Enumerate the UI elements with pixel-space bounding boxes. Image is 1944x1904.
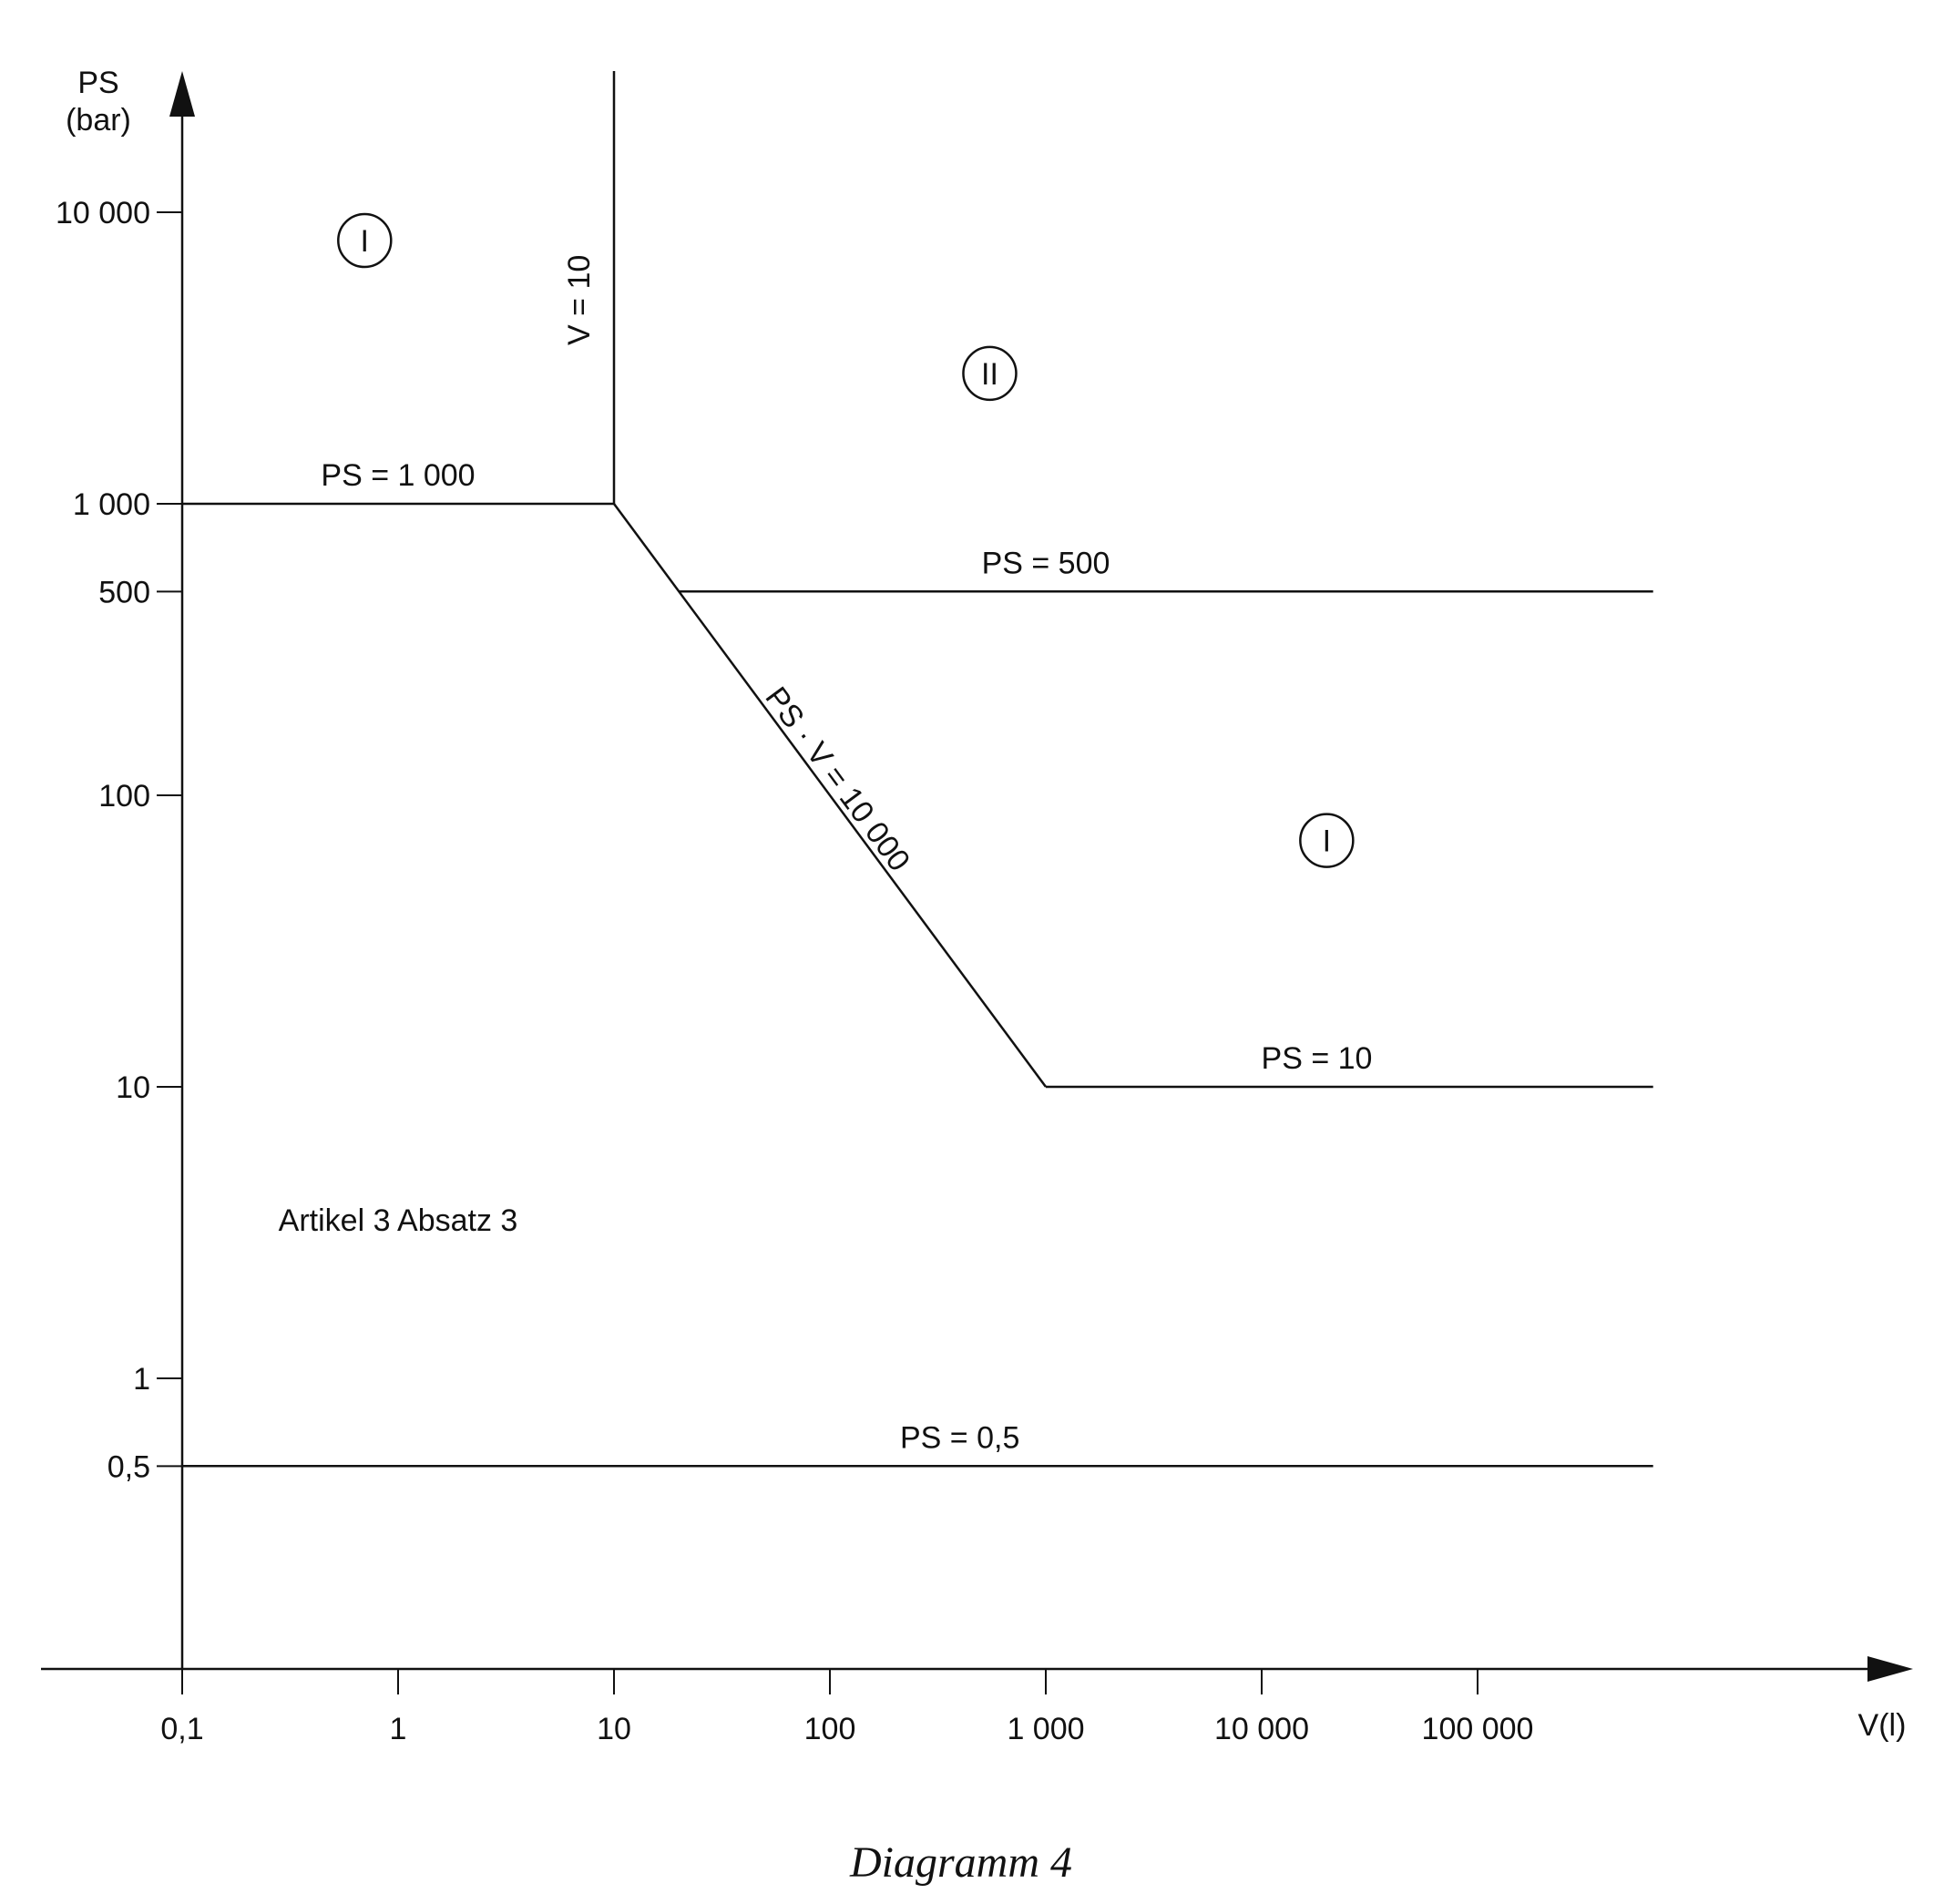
x-tick-label: 10 000 [1214, 1712, 1309, 1746]
x-tick-label: 100 000 [1422, 1712, 1534, 1746]
y-tick-label: 0,5 [107, 1449, 150, 1484]
series-label: PS = 0,5 [900, 1420, 1019, 1455]
annotation-text: Artikel 3 Absatz 3 [279, 1203, 518, 1238]
region-marker: I [1299, 813, 1355, 868]
series-label: PS = 1 000 [321, 458, 475, 493]
y-axis-title-line1: PS [77, 66, 118, 100]
x-axis-title: V(l) [1858, 1708, 1907, 1743]
region-label: II [981, 357, 998, 392]
series-label: PS · V = 10 000 [758, 681, 916, 877]
region-marker: I [337, 212, 393, 269]
x-axis-arrow [1867, 1656, 1913, 1682]
series-label: PS = 10 [1262, 1041, 1373, 1076]
series-line [612, 503, 1048, 1088]
y-tick-label: 10 000 [56, 196, 150, 230]
region-marker: II [962, 345, 1018, 402]
region-circle [337, 212, 393, 269]
x-tick-label: 10 [597, 1712, 631, 1746]
y-tick-label: 1 000 [73, 487, 150, 522]
region-label: I [361, 224, 369, 259]
ticks: 0,1 1 10 100 1 000 10 000 100 000 10 000 1 000 50… [56, 196, 1533, 1746]
region-circle [1299, 813, 1355, 868]
y-axis-title-line2: (bar) [66, 103, 131, 138]
series-label: PS = 500 [982, 546, 1110, 580]
y-tick-label: 500 [98, 575, 150, 609]
series-labels: PS = 1 000 V = 10 PS · V = 10 000 PS = 500 P… [321, 255, 1372, 1456]
diagram-caption: Diagramm 4 [849, 1838, 1072, 1887]
y-tick-label: 100 [98, 779, 150, 814]
series-label: V = 10 [562, 255, 597, 345]
region-label: I [1323, 824, 1331, 859]
series-lines [182, 71, 1653, 1468]
x-tick-label: 100 [804, 1712, 856, 1746]
y-tick-label: 1 [133, 1362, 150, 1397]
x-tick-label: 0,1 [160, 1712, 203, 1746]
region-circle [962, 345, 1018, 402]
x-tick-label: 1 [390, 1712, 407, 1746]
axes [41, 71, 1913, 1682]
annotations: Artikel 3 Absatz 3 [279, 1203, 518, 1238]
y-tick-label: 10 [116, 1070, 150, 1105]
x-tick-label: 1 000 [1007, 1712, 1084, 1746]
y-axis-arrow [169, 71, 195, 117]
